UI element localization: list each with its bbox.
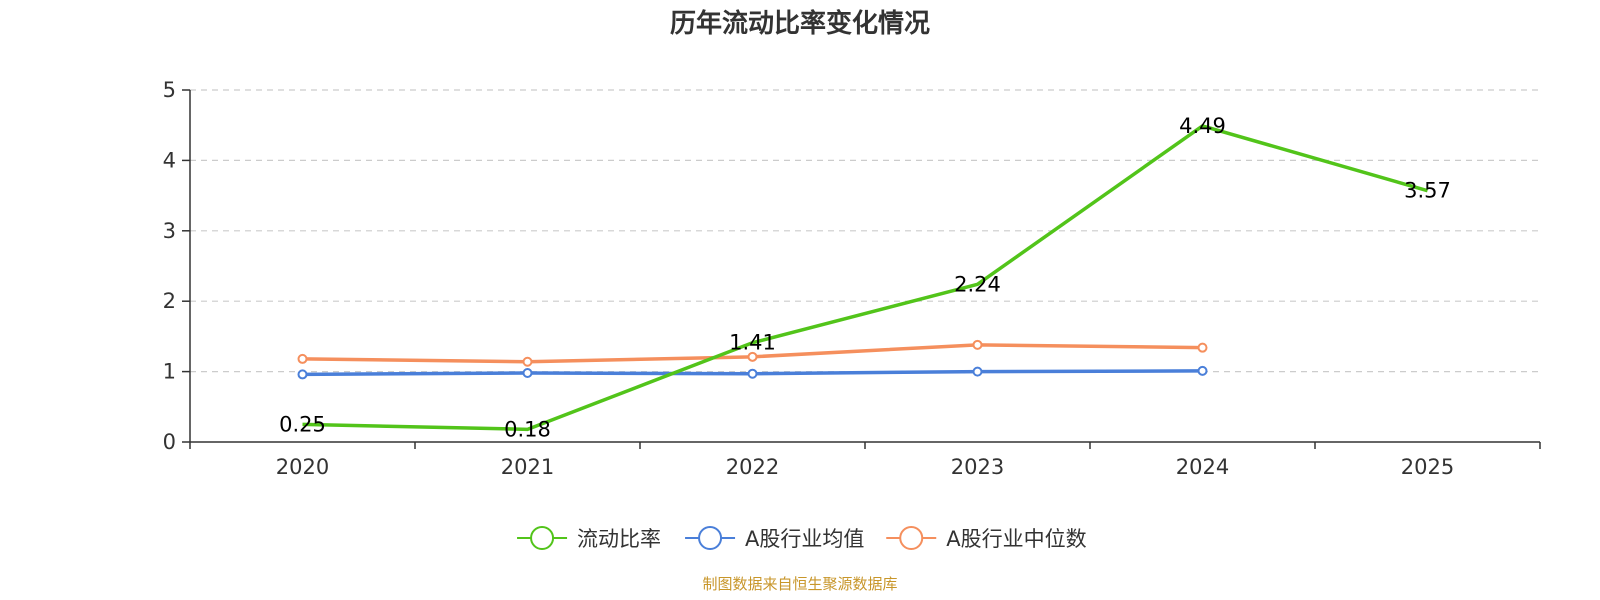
axes: 0 1 2 3 4 5 2020 2021 2022 2023 2024 2025	[163, 78, 1541, 479]
y-tick-label: 4	[163, 148, 176, 172]
legend-item-2[interactable]: A股行业中位数	[886, 526, 1087, 551]
data-label: 4.49	[1179, 114, 1226, 138]
legend-label: A股行业均值	[745, 527, 864, 551]
y-tick-label: 2	[163, 289, 176, 313]
series-point-2	[747, 351, 758, 362]
data-label: 1.41	[729, 331, 776, 355]
series-point-1	[297, 369, 308, 380]
series-point-2	[1197, 342, 1208, 353]
legend-item-1[interactable]: A股行业均值	[685, 526, 864, 551]
series-point-2	[972, 339, 983, 350]
legend-item-0[interactable]: 流动比率	[517, 526, 661, 551]
x-tick-label: 2020	[276, 455, 329, 479]
data-label: 3.57	[1404, 179, 1451, 203]
y-tick-label: 0	[163, 430, 176, 454]
x-tick-label: 2021	[501, 455, 554, 479]
grid-lines	[190, 89, 1540, 373]
series-point-1	[1197, 365, 1208, 376]
x-tick-label: 2025	[1401, 455, 1454, 479]
legend-label: 流动比率	[577, 527, 661, 551]
data-labels: 0.25 0.18 1.41 2.24 4.49 3.57	[279, 114, 1451, 441]
series-points	[297, 339, 1208, 380]
y-tick-label: 3	[163, 219, 176, 243]
legend-marker	[899, 526, 924, 550]
x-tick-label: 2024	[1176, 455, 1229, 479]
source-note: 制图数据来自恒生聚源数据库	[702, 575, 897, 593]
data-label: 2.24	[954, 272, 1001, 296]
data-label: 0.18	[504, 417, 551, 441]
legend-label: A股行业中位数	[946, 527, 1086, 551]
legend-marker	[530, 526, 555, 550]
series-point-2	[297, 353, 308, 364]
chart-title: 历年流动比率变化情况	[670, 8, 930, 39]
data-label: 0.25	[279, 412, 326, 436]
y-tick-label: 1	[163, 360, 176, 384]
series-line-0	[302, 124, 1428, 432]
x-tick-label: 2022	[726, 455, 779, 479]
x-tick-label: 2023	[951, 455, 1004, 479]
series-point-1	[522, 368, 533, 379]
legend-marker	[698, 526, 723, 550]
series-point-1	[747, 368, 758, 379]
series-lines	[302, 124, 1428, 432]
legend[interactable]: 流动比率 A股行业均值 A股行业中位数	[517, 526, 1087, 551]
series-point-2	[522, 356, 533, 367]
series-point-1	[972, 366, 983, 377]
y-tick-label: 5	[163, 78, 176, 102]
